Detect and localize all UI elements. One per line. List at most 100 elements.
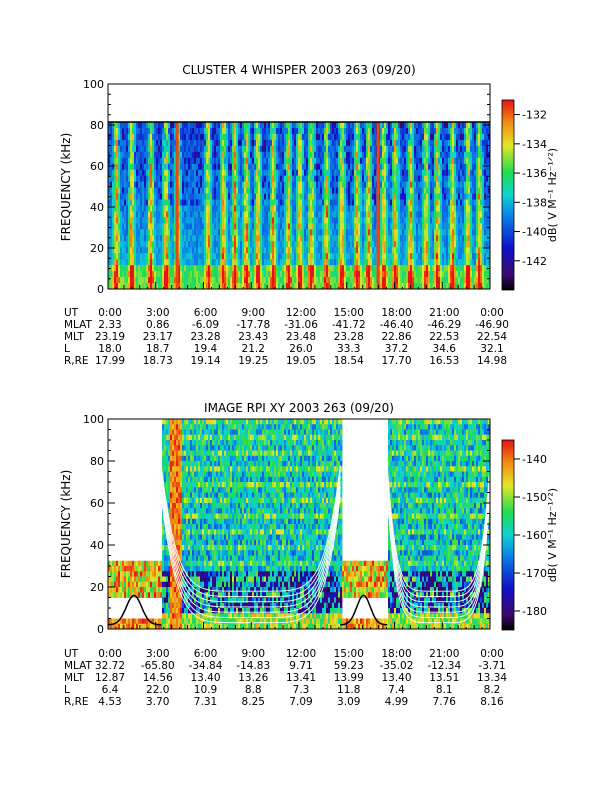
panel1-cell	[452, 241, 455, 248]
panel1-cell	[244, 241, 247, 248]
panel1-cell	[452, 127, 455, 135]
panel1-cell	[112, 139, 115, 147]
panel1-cell	[230, 181, 233, 189]
panel1-cell	[420, 247, 423, 254]
panel1-cell	[420, 229, 423, 236]
panel1-cell	[154, 163, 157, 171]
panel1-cell	[440, 283, 443, 289]
panel1-cell	[174, 223, 177, 230]
panel1-cell	[168, 199, 171, 206]
panel1-cell	[308, 229, 311, 236]
panel1-cell	[210, 122, 213, 129]
panel1-cell	[312, 139, 315, 147]
panel1-cell	[408, 193, 411, 200]
panel1-cell	[212, 175, 215, 183]
panel1-cell	[420, 163, 423, 171]
panel1-cell	[266, 205, 269, 212]
panel1-cell	[212, 241, 215, 248]
panel1-cell	[142, 181, 145, 189]
panel1-cell	[314, 229, 317, 236]
panel1-cell	[182, 127, 185, 135]
panel1-cell	[304, 271, 307, 278]
panel1-cell	[316, 283, 319, 289]
panel1-cell	[358, 205, 361, 212]
panel1-cell	[184, 271, 187, 278]
panel1-cell	[348, 265, 351, 272]
panel1-cell	[386, 139, 389, 147]
panel1-cell	[274, 271, 277, 278]
panel1-cell	[350, 229, 353, 236]
panel1-cell	[170, 211, 173, 218]
panel1-cell	[350, 283, 353, 289]
panel1-cell	[430, 187, 433, 194]
panel1-cell	[382, 223, 385, 230]
panel1-cell	[160, 127, 163, 135]
panel1-cell	[372, 277, 375, 284]
panel1-cell	[290, 169, 293, 177]
panel1-cell	[456, 175, 459, 183]
panel1-cell	[414, 169, 417, 177]
panel1-cell	[168, 169, 171, 177]
panel1-cell	[212, 223, 215, 230]
panel1-cell	[424, 127, 427, 135]
panel1-cell	[382, 247, 385, 254]
panel1-cell	[256, 187, 259, 194]
panel1-cell	[290, 223, 293, 230]
panel1-cell	[400, 199, 403, 206]
panel1-cell	[128, 283, 131, 289]
panel1-cell	[174, 139, 177, 147]
panel1-cell	[422, 133, 425, 141]
panel1-cell	[438, 169, 441, 177]
panel1-cell	[142, 145, 145, 153]
panel1-cell	[156, 235, 159, 242]
panel1-cell	[320, 139, 323, 147]
panel1-cell	[360, 253, 363, 260]
panel1-cell	[356, 199, 359, 206]
panel1-cell	[120, 127, 123, 135]
panel1-cell	[134, 271, 137, 278]
panel1-cell	[338, 122, 341, 129]
panel1-cell	[172, 181, 175, 189]
panel1-cell	[428, 157, 431, 165]
panel1-cell	[452, 157, 455, 165]
panel1-cell	[220, 211, 223, 218]
panel1-cell	[346, 181, 349, 189]
panel1-cell	[406, 151, 409, 159]
panel1-cell	[180, 157, 183, 165]
panel1-cell	[448, 265, 451, 272]
panel1-cell	[120, 187, 123, 194]
panel1-cell	[450, 181, 453, 189]
panel1-cell	[288, 205, 291, 212]
panel1-cell	[240, 157, 243, 165]
panel1-cell	[312, 157, 315, 165]
panel1-cell	[208, 229, 211, 236]
panel1-cell	[154, 127, 157, 135]
panel1-cell	[450, 247, 453, 254]
panel1-cell	[270, 169, 273, 177]
panel1-cell	[380, 157, 383, 165]
panel1-cell	[360, 139, 363, 147]
panel1-cell	[452, 223, 455, 230]
panel1-cell	[272, 283, 275, 289]
panel1-cell	[440, 163, 443, 171]
panel1-cell	[110, 241, 113, 248]
panel1-cell	[444, 205, 447, 212]
panel1-cell	[108, 133, 111, 141]
panel1-cell	[136, 205, 139, 212]
panel1-cell	[410, 139, 413, 147]
panel1-cell	[184, 235, 187, 242]
panel1-cell	[250, 157, 253, 165]
panel1-cell	[200, 253, 203, 260]
panel1-cell	[462, 187, 465, 194]
panel1-cell	[292, 253, 295, 260]
panel1-cell	[428, 253, 431, 260]
panel1-cell	[460, 253, 463, 260]
panel1-cell	[284, 277, 287, 284]
panel1-cell	[194, 133, 197, 141]
panel1-cell	[250, 229, 253, 236]
panel1-cell	[124, 205, 127, 212]
panel1-cell	[452, 247, 455, 254]
panel1-cell	[404, 181, 407, 189]
panel1-cell	[286, 253, 289, 260]
panel1-cell	[404, 253, 407, 260]
